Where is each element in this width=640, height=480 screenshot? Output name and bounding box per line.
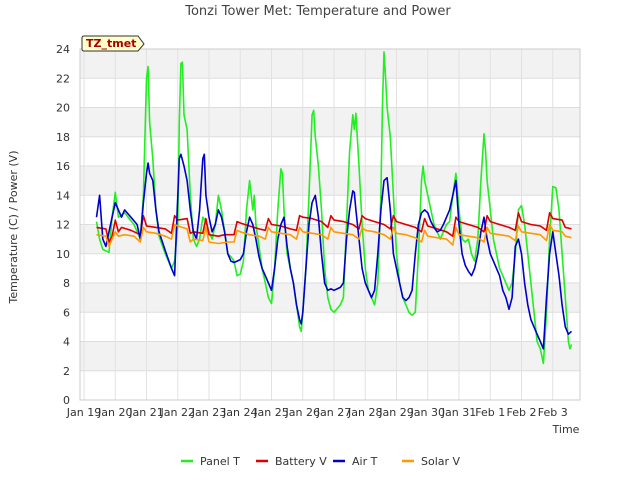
plot-band — [80, 107, 580, 137]
y-tick-label: 6 — [63, 306, 70, 319]
x-tick-label: Jan 19 — [66, 406, 101, 419]
badge-shape — [81, 35, 145, 52]
x-tick-label: Jan 25 — [253, 406, 288, 419]
y-tick-label: 22 — [56, 72, 70, 85]
x-tick-label: Jan 22 — [160, 406, 195, 419]
x-tick-label: Jan 27 — [316, 406, 351, 419]
badge-label: TZ_tmet — [86, 37, 136, 50]
legend-label: Panel T — [200, 455, 240, 468]
plot-band — [80, 253, 580, 283]
plot-bands — [80, 49, 580, 400]
y-tick-label: 12 — [56, 219, 70, 232]
x-tick-label: Jan 23 — [191, 406, 226, 419]
legend: Panel T Battery V Air T Solar V — [181, 455, 461, 468]
legend-item: Panel T — [181, 455, 240, 468]
y-tick-label: 14 — [56, 189, 70, 202]
series-line-air-t — [95, 153, 573, 350]
legend-label: Battery V — [275, 455, 327, 468]
y-axis-label: Temperature (C) / Power (V) — [7, 150, 20, 304]
legend-item: Solar V — [402, 455, 461, 468]
x-tick-label: Feb 1 — [475, 406, 505, 419]
x-tick-label: Feb 2 — [507, 406, 537, 419]
x-tick-label: Jan 24 — [222, 406, 257, 419]
y-tick-label: 0 — [63, 394, 70, 407]
series-line-battery-v — [96, 212, 572, 243]
x-tick-label: Jan 20 — [97, 406, 132, 419]
y-tick-label: 2 — [63, 365, 70, 378]
x-axis-label: Time — [552, 423, 580, 436]
x-tick-label: Jan 28 — [347, 406, 382, 419]
station-badge: TZ_tmet — [81, 35, 145, 52]
plot-band — [80, 166, 580, 196]
plot-band — [80, 312, 580, 342]
x-tick-label: Jan 31 — [441, 406, 476, 419]
plot-band — [80, 49, 580, 79]
legend-item: Battery V — [256, 455, 327, 468]
x-tick-label: Feb 3 — [538, 406, 568, 419]
plot-band — [80, 78, 580, 108]
chart-title: Tonzi Tower Met: Temperature and Power — [184, 4, 451, 19]
series-lines — [95, 51, 573, 365]
y-tick-label: 8 — [63, 277, 70, 290]
grid-lines — [80, 48, 580, 401]
legend-label: Solar V — [421, 455, 461, 468]
y-tick-label: 4 — [63, 336, 70, 349]
plot-band — [80, 370, 580, 400]
legend-label: Air T — [352, 455, 378, 468]
y-tick-label: 24 — [56, 43, 70, 56]
x-tick-label: Jan 29 — [378, 406, 413, 419]
y-tick-label: 20 — [56, 102, 70, 115]
series-line-solar-v — [96, 223, 572, 248]
legend-item: Air T — [333, 455, 378, 468]
y-tick-label: 10 — [56, 248, 70, 261]
y-tick-label: 16 — [56, 160, 70, 173]
x-tick-label: Jan 21 — [128, 406, 163, 419]
x-tick-label: Jan 26 — [285, 406, 320, 419]
plot-band — [80, 341, 580, 371]
y-tick-label: 18 — [56, 131, 70, 144]
plot-band — [80, 136, 580, 166]
x-tick-label: Jan 30 — [410, 406, 445, 419]
plot-frame — [79, 48, 581, 401]
